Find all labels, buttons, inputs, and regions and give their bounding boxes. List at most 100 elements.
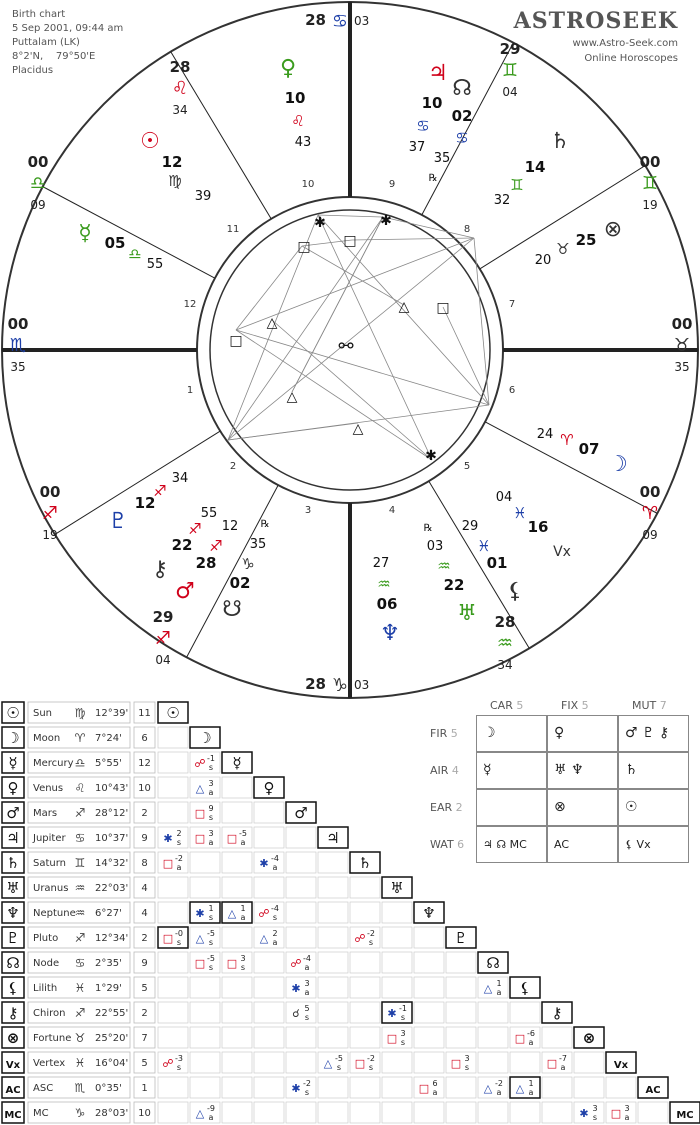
aspect-cell	[253, 951, 285, 974]
longitude: 79°50'E	[55, 51, 96, 62]
wheel-planet-13[interactable]: ♂28♐12	[175, 519, 238, 604]
aspect-entry-33[interactable]: △ -9a	[196, 1104, 215, 1122]
aspect-entry-31[interactable]: △ -2a	[484, 1079, 503, 1097]
aspect-cell	[157, 876, 189, 899]
aspect-line-5	[317, 214, 433, 461]
aspect-cell	[509, 1026, 541, 1049]
wheel-planet-10[interactable]: ♅ 22♒ 03	[427, 539, 477, 626]
planet-row-vertex[interactable]: Vx Vertex ♓ 16°04' 5 Vx	[1, 1051, 637, 1074]
aspect-entry-22[interactable]: □ 3s	[387, 1029, 406, 1047]
planet-row-chiron[interactable]: ⚷ Chiron ♐ 22°55' 2 ⚷	[1, 1001, 573, 1024]
aspect-entry-25[interactable]: △ -5s	[324, 1054, 343, 1072]
planet-row-node[interactable]: ☊ Node ♋ 2°35' 9 ☊	[1, 951, 509, 974]
aspect-entry-14[interactable]: ☍ -2s	[354, 929, 375, 947]
house-cell	[133, 701, 156, 724]
aspect-cell	[253, 926, 285, 949]
cusp-sign-icon: ♈	[642, 503, 658, 524]
aspect-entry-17[interactable]: ☍ -4a	[290, 954, 311, 972]
planet-row-asc[interactable]: AC ASC ♏ 0°35' 1 AC	[1, 1076, 669, 1099]
wheel-planet-3[interactable]: ♃ 10 ♋ 37	[409, 61, 448, 155]
planet-minute: 29	[462, 519, 479, 534]
site-url[interactable]: www.Astro-Seek.com	[572, 38, 678, 49]
aspect-entry-8[interactable]: ✱ 1s	[189, 901, 221, 924]
aspect-entry-20[interactable]: ☌ 5s	[292, 1004, 309, 1022]
cusp-degree: 28	[170, 58, 191, 76]
aspect-applying: s	[337, 1063, 341, 1072]
aspect-entry-30[interactable]: □ 6a	[419, 1079, 438, 1097]
planet-row-venus[interactable]: ♀ Venus ♌ 10°43' 10 ♀	[1, 776, 285, 799]
planet-row-fortune[interactable]: ⊗ Fortune ♉ 25°20' 7 ⊗	[1, 1026, 605, 1049]
aspect-entry-3[interactable]: ✱ 2s	[163, 829, 181, 847]
aspect-cell	[285, 876, 317, 899]
wheel-planet-4[interactable]: ☊ 02 ♋ 35 ℞	[429, 76, 473, 184]
house-cell	[133, 976, 156, 999]
wheel-planet-6[interactable]: ⊗ 25 ♉ 20	[535, 217, 622, 268]
planet-row-mars[interactable]: ♂ Mars ♐ 28°12' 2 ♂	[1, 801, 317, 824]
aspect-entry-10[interactable]: ☍ -4s	[258, 904, 279, 922]
aspect-entry-24[interactable]: ☍ -3s	[162, 1054, 183, 1072]
planet-row-jupiter[interactable]: ♃ Jupiter ♋ 10°37' 9 ♃	[1, 826, 349, 849]
aspect-entry-23[interactable]: □ -6a	[515, 1029, 535, 1047]
diagonal-planet-icon: Vx	[614, 1060, 629, 1071]
wheel-planet-14[interactable]: ⚷22♐55	[152, 506, 217, 582]
wheel-planet-7[interactable]: ☽ 07 ♈ 24	[537, 427, 628, 477]
aspect-entry-13[interactable]: △ 2a	[260, 929, 278, 947]
aspect-entry-35[interactable]: □ 3a	[611, 1104, 630, 1122]
aspect-entry-9[interactable]: △ 1a	[221, 901, 253, 924]
aspect-entry-11[interactable]: □ -0s	[157, 926, 189, 949]
wheel-planet-12[interactable]: ☋ 02♑ 35 ℞	[222, 519, 269, 622]
aspect-entry-28[interactable]: □ -7a	[547, 1054, 567, 1072]
planet-row-mercury[interactable]: ☿ Mercury ♎ 5°55' 12 ☿	[1, 751, 253, 774]
house-cusp-line-2	[54, 430, 221, 535]
aspect-entry-34[interactable]: ✱ 3s	[579, 1104, 597, 1122]
astroseek-logo[interactable]: ASTROSEEK	[513, 8, 678, 34]
aspect-orb: -4	[271, 904, 279, 913]
planet-row-saturn[interactable]: ♄ Saturn ♊ 14°32' 8 ♄	[1, 851, 381, 874]
aspect-entry-27[interactable]: □ 3s	[451, 1054, 470, 1072]
aspect-cell	[381, 1076, 413, 1099]
planet-row-pluto[interactable]: ♇ Pluto ♐ 12°34' 2 ♇	[1, 926, 477, 949]
aspect-cell	[189, 851, 221, 874]
wheel-planet-2[interactable]: ♀ 10 ♌ 43	[280, 56, 311, 150]
aspect-entry-5[interactable]: □ -5a	[227, 829, 247, 847]
aspect-cell	[157, 1051, 189, 1074]
aspect-orb: -7	[559, 1054, 567, 1063]
aspect-cell	[189, 826, 221, 849]
wheel-planet-15[interactable]: ♇ 12♐ 34	[108, 471, 188, 534]
aspect-entry-26[interactable]: □ -2s	[355, 1054, 375, 1072]
planet-row-sun[interactable]: ☉ Sun ♍ 12°39' 11 ☉	[1, 701, 189, 724]
aspect-entry-7[interactable]: ✱ -4a	[259, 854, 279, 872]
aspect-entry-16[interactable]: □ 3s	[227, 954, 246, 972]
diagonal-planet-box	[445, 926, 477, 949]
aspect-symbol-icon: □	[227, 957, 237, 970]
aspect-entry-4[interactable]: □ 3a	[195, 829, 214, 847]
aspect-entry-12[interactable]: △ -5s	[196, 929, 215, 947]
planet-row-lilith[interactable]: ⚸ Lilith ♓ 1°29' 5 ⚸	[1, 976, 541, 999]
aspect-entry-32[interactable]: △ 1a	[509, 1076, 541, 1099]
planet-row-moon[interactable]: ☽ Moon ♈ 7°24' 6 ☽	[1, 726, 221, 749]
aspect-entry-6[interactable]: □ -2a	[163, 854, 183, 872]
wheel-planet-5[interactable]: ♄14♊32	[494, 129, 570, 208]
planet-row-uranus[interactable]: ♅ Uranus ♒ 22°03' 4 ♅	[1, 876, 413, 899]
aspect-cell	[221, 976, 253, 999]
aspect-entry-29[interactable]: ✱ -2s	[291, 1079, 311, 1097]
aspect-entry-21[interactable]: ✱ -1s	[381, 1001, 413, 1024]
aspect-symbol-icon: ☍	[354, 932, 365, 945]
aspect-entry-0[interactable]: ☍ -1s	[194, 754, 215, 772]
planet-row-neptune[interactable]: ♆ Neptune♒ 6°27' 4 ♆	[1, 901, 445, 924]
aspect-entry-18[interactable]: ✱ 3a	[291, 979, 309, 997]
wheel-planet-1[interactable]: ☿ 05♎ 55	[78, 221, 163, 272]
wheel-planet-11[interactable]: ♆ 06 ♒ 27 ℞	[373, 523, 433, 646]
aspect-entry-1[interactable]: △ 3a	[196, 779, 214, 797]
aspect-entry-19[interactable]: △ 1a	[484, 979, 502, 997]
wheel-planet-0[interactable]: ☉12♍ 39	[140, 129, 211, 204]
diagonal-planet-box	[413, 901, 445, 924]
aspect-entry-2[interactable]: □ 9s	[195, 804, 214, 822]
planet-name: Jupiter	[32, 833, 66, 844]
aspect-entry-15[interactable]: □ -5s	[195, 954, 215, 972]
planet-row-mc[interactable]: MC MC ♑ 28°03' 10 MC	[1, 1101, 700, 1124]
coordinates: 8°2'N, 79°50'E	[12, 50, 123, 64]
aspect-cell	[605, 1101, 637, 1124]
wheel-planet-9[interactable]: ⚸ 01♓ 29	[462, 519, 523, 604]
